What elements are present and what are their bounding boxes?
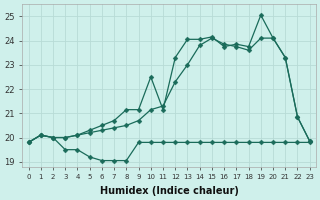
X-axis label: Humidex (Indice chaleur): Humidex (Indice chaleur) [100, 186, 239, 196]
